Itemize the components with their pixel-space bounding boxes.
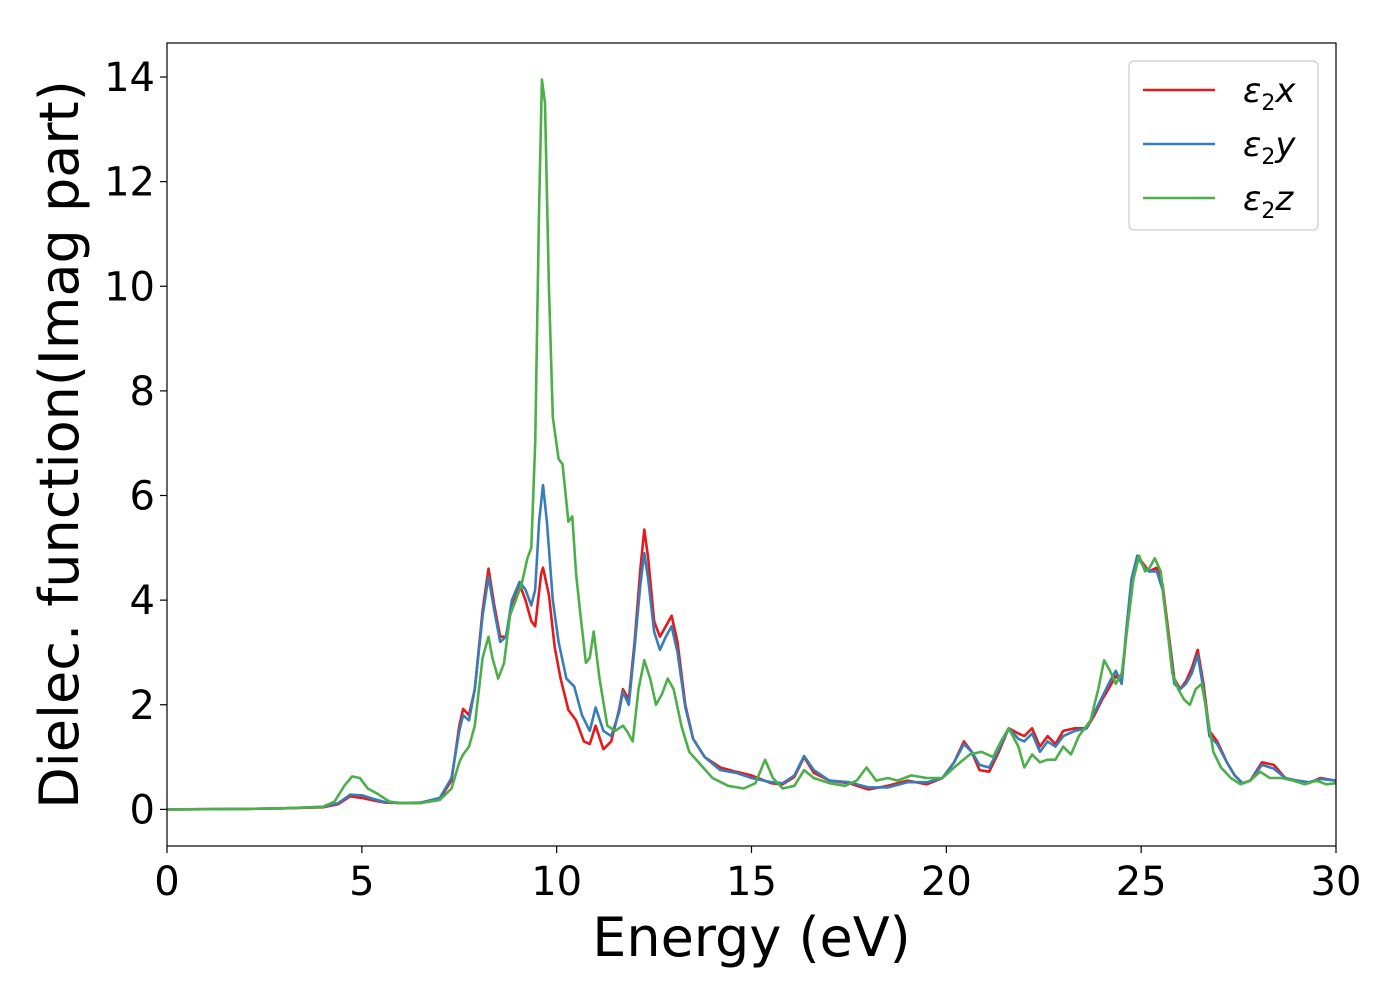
legend-label-symbol: ε <box>1243 179 1261 219</box>
legend-label-symbol: ε <box>1243 125 1261 165</box>
x-tick-label: 25 <box>1116 859 1167 905</box>
y-tick-label: 8 <box>130 369 155 415</box>
legend-label-variable: y <box>1274 125 1296 165</box>
y-tick-label: 10 <box>104 264 155 310</box>
legend-entry-y: ε2y <box>1143 125 1296 170</box>
legend-entry-x: ε2x <box>1143 71 1296 116</box>
plot-area <box>166 78 1337 811</box>
legend-label-variable: x <box>1274 71 1296 111</box>
series-line-y <box>166 483 1337 811</box>
x-axis-label: Energy (eV) <box>592 906 911 969</box>
x-tick-label: 5 <box>349 859 374 905</box>
series-line-z <box>166 78 1337 811</box>
x-axis: 0 5 10 15 20 25 30 <box>154 846 1361 905</box>
legend-label: ε2z <box>1243 179 1294 224</box>
legend-entry-z: ε2z <box>1143 179 1294 224</box>
x-tick-label: 0 <box>154 859 179 905</box>
y-tick-label: 0 <box>130 787 155 833</box>
x-tick-label: 15 <box>726 859 777 905</box>
legend-label-symbol: ε <box>1243 71 1261 111</box>
y-axis-label: Dielec. function(Imag part) <box>28 80 91 809</box>
y-axis: 0 2 4 6 8 10 12 14 <box>104 55 167 833</box>
legend-label: ε2y <box>1243 125 1296 170</box>
x-tick-label: 10 <box>531 859 582 905</box>
y-tick-label: 4 <box>130 578 155 624</box>
legend-label-variable: z <box>1274 179 1294 219</box>
y-tick-label: 14 <box>104 55 155 101</box>
y-tick-label: 6 <box>130 474 155 520</box>
y-tick-label: 12 <box>104 160 155 206</box>
x-tick-label: 30 <box>1311 859 1362 905</box>
x-tick-label: 20 <box>921 859 972 905</box>
legend-label-subscript: 2 <box>1261 145 1275 170</box>
legend-label: ε2x <box>1243 71 1296 116</box>
legend-label-subscript: 2 <box>1261 91 1275 116</box>
y-tick-label: 2 <box>130 683 155 729</box>
legend-box <box>1128 60 1319 231</box>
legend-label-subscript: 2 <box>1261 199 1275 224</box>
